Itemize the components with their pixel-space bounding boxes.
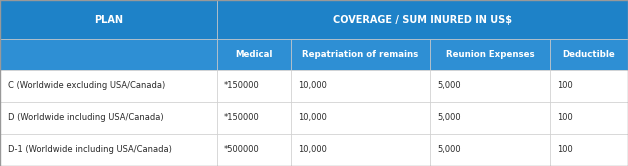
Bar <box>291 134 430 166</box>
Bar <box>217 70 291 102</box>
Bar <box>0 70 217 102</box>
Bar <box>217 134 291 166</box>
Text: D (Worldwide including USA/Canada): D (Worldwide including USA/Canada) <box>8 113 163 122</box>
Text: Deductible: Deductible <box>563 50 615 59</box>
Text: 10,000: 10,000 <box>298 113 327 122</box>
Bar <box>217 102 291 134</box>
Bar <box>550 70 628 102</box>
Bar <box>0 102 217 134</box>
Text: *500000: *500000 <box>224 145 260 154</box>
Text: 10,000: 10,000 <box>298 81 327 90</box>
Text: *150000: *150000 <box>224 113 260 122</box>
Bar <box>217 0 628 39</box>
Text: COVERAGE / SUM INURED IN US$: COVERAGE / SUM INURED IN US$ <box>333 14 512 25</box>
Bar <box>291 102 430 134</box>
Text: 100: 100 <box>557 145 573 154</box>
Bar <box>0 39 217 70</box>
Bar <box>430 134 550 166</box>
Text: D-1 (Worldwide including USA/Canada): D-1 (Worldwide including USA/Canada) <box>8 145 171 154</box>
Bar <box>291 39 430 70</box>
Text: 5,000: 5,000 <box>438 113 462 122</box>
Bar <box>0 0 217 39</box>
Bar <box>550 102 628 134</box>
Bar <box>430 102 550 134</box>
Text: *150000: *150000 <box>224 81 260 90</box>
Bar <box>430 39 550 70</box>
Text: PLAN: PLAN <box>94 14 123 25</box>
Text: 5,000: 5,000 <box>438 145 462 154</box>
Text: 5,000: 5,000 <box>438 81 462 90</box>
Bar <box>291 70 430 102</box>
Text: C (Worldwide excluding USA/Canada): C (Worldwide excluding USA/Canada) <box>8 81 165 90</box>
Text: 100: 100 <box>557 113 573 122</box>
Bar <box>217 39 291 70</box>
Text: Medical: Medical <box>235 50 273 59</box>
Text: Reunion Expenses: Reunion Expenses <box>445 50 534 59</box>
Text: 100: 100 <box>557 81 573 90</box>
Bar <box>430 70 550 102</box>
Bar <box>0 134 217 166</box>
Bar <box>550 134 628 166</box>
Text: Repatriation of remains: Repatriation of remains <box>302 50 419 59</box>
Text: 10,000: 10,000 <box>298 145 327 154</box>
Bar <box>550 39 628 70</box>
